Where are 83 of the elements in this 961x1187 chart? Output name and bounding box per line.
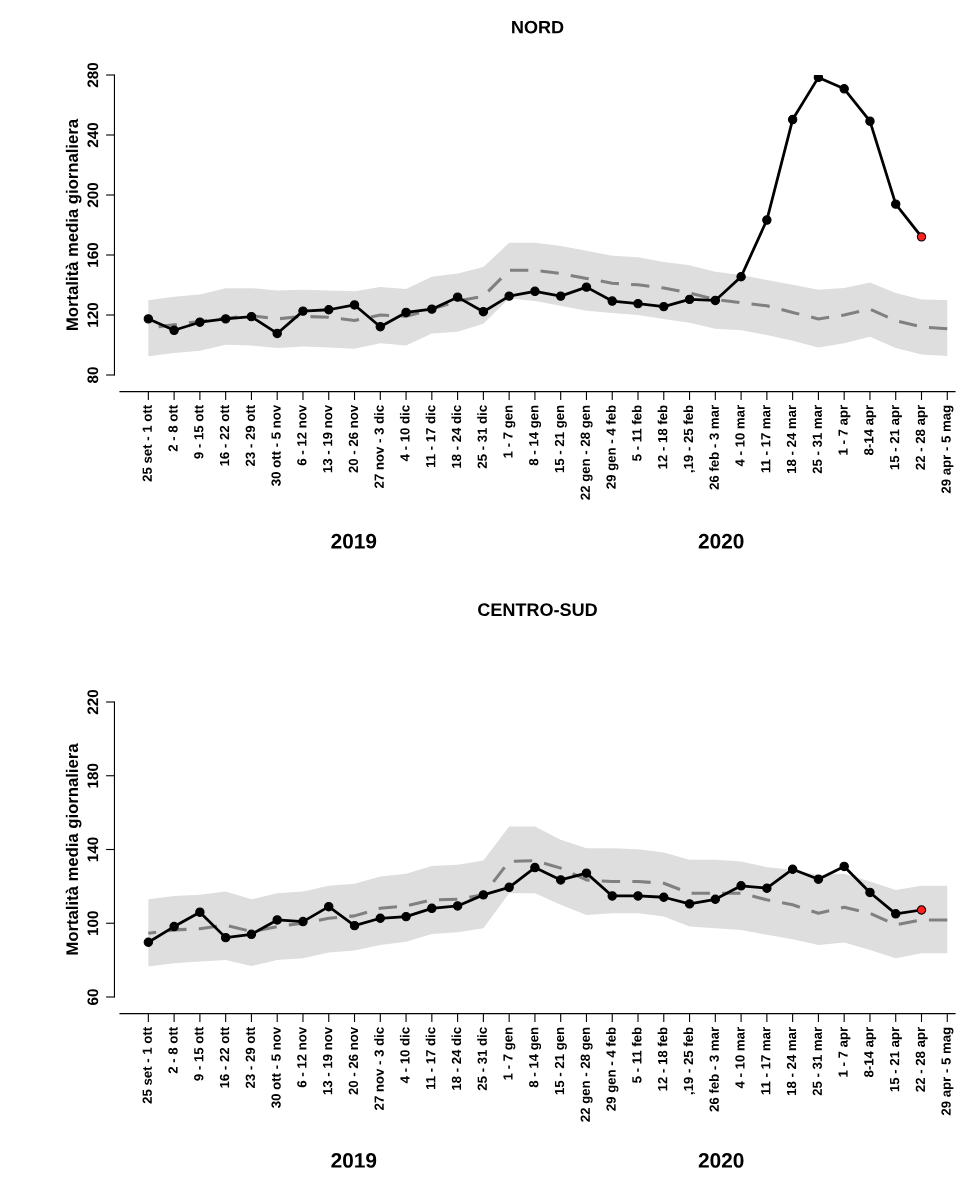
x-tick-label: 11 - 17 mar (761, 1027, 771, 1095)
x-tick-label: 20 - 26 nov (348, 1026, 359, 1095)
text: 2020 (698, 533, 744, 549)
x-tick-label: 11 - 17 dic (425, 405, 436, 468)
x-tick-label: 29 apr - 5 mag (941, 1027, 954, 1116)
x-tick-label: 22 gen - 28 gen (580, 405, 593, 500)
x-tick-label: 12 - 18 feb (657, 1027, 668, 1091)
x-tick-label: 11 - 17 mar (761, 405, 771, 473)
x-tick-label: 18 - 24 mar (786, 405, 797, 473)
y-tick-label: 280 (87, 62, 99, 88)
x-tick-label: 23 - 29 ott (245, 405, 255, 466)
x-tick-label: 22 gen - 28 gen (580, 1027, 593, 1122)
x-tick-label: 15 - 21 apr (889, 1027, 902, 1092)
x-tick-label: 18 - 24 dic (451, 1027, 462, 1090)
text: 2019 (331, 1153, 377, 1168)
x-tick-label: 8 - 14 gen (529, 405, 542, 466)
x-tick-label: 4 - 10 dic (399, 1027, 410, 1084)
x-tick-label: 4 - 10 mar (735, 405, 745, 467)
y-tick-label: 60 (87, 989, 99, 1005)
y-tick-label: 180 (87, 763, 99, 788)
x-tick-label: 8 - 14 gen (529, 1027, 542, 1088)
y-tick-label: 220 (87, 689, 99, 715)
x-tick-label: 6 - 12 nov (297, 1026, 307, 1088)
y-tick-label: 140 (87, 837, 99, 862)
x-tick-label: 1 - 7 gen (503, 405, 516, 458)
x-tick-label: 25 - 31 mar (812, 1027, 822, 1096)
y-tick-label: 240 (87, 122, 99, 148)
x-tick-label: 30 ott - 5 nov (271, 1026, 281, 1108)
x-tick-label: ,19 - 25 feb (683, 1027, 696, 1095)
x-tick-label: 13 - 19 nov (322, 1026, 333, 1095)
y-axis-title: Mortalità media giornaliera (65, 743, 82, 955)
x-tick-label: 27 nov - 3 dic (374, 405, 384, 488)
x-tick-label: 8-14 apr (864, 1027, 877, 1078)
x-tick-label: 22 - 28 apr (915, 405, 928, 470)
x-tick-label: 25 - 31 dic (477, 405, 487, 469)
y-tick-label: 100 (87, 911, 99, 936)
text: 2019 (331, 533, 377, 549)
x-tick-label: 11 - 17 dic (425, 1027, 436, 1090)
x-tick-label: 5 - 11 feb (631, 1027, 642, 1083)
x-tick-label: 15 - 21 apr (889, 405, 902, 470)
x-tick-label: 29 gen - 4 feb (606, 405, 619, 489)
x-tick-label: 16 - 22 ott (219, 1027, 230, 1088)
x-tick-label: 26 feb - 3 mar (709, 405, 719, 490)
x-tick-label: 9 - 15 ott (194, 1027, 204, 1081)
x-tick-label: 29 apr - 5 mag (941, 405, 954, 494)
x-tick-label: 1 - 7 gen (503, 1027, 516, 1080)
x-tick-label: 27 nov - 3 dic (374, 1027, 384, 1110)
y-axis-title: Mortalità media giornaliera (65, 118, 82, 330)
x-tick-label: 18 - 24 mar (786, 1027, 797, 1095)
x-tick-label: 16 - 22 ott (219, 405, 230, 466)
x-tick-label: 18 - 24 dic (451, 405, 462, 468)
y-tick-label: 80 (87, 367, 99, 384)
x-tick-label: 1 - 7 apr (838, 405, 851, 455)
x-tick-label: 9 - 15 ott (194, 405, 204, 459)
x-tick-label: ,19 - 25 feb (683, 405, 696, 473)
x-tick-label: 5 - 11 feb (631, 405, 642, 461)
x-tick-label: 29 gen - 4 feb (606, 1027, 619, 1111)
x-tick-label: 15 - 21 gen (554, 405, 567, 473)
x-tick-label: 8-14 apr (864, 405, 877, 456)
x-tick-label: 26 feb - 3 mar (709, 1027, 719, 1112)
x-tick-label: 12 - 18 feb (657, 405, 668, 469)
chart-title: CENTRO-SUD (478, 603, 597, 617)
x-tick-label: 4 - 10 mar (735, 1027, 745, 1089)
x-tick-label: 13 - 19 nov (322, 404, 333, 473)
x-tick-label: 1 - 7 apr (838, 1027, 851, 1077)
x-tick-label: 25 set - 1 ott (142, 405, 152, 482)
x-tick-label: 4 - 10 dic (399, 405, 410, 462)
x-tick-label: 15 - 21 gen (554, 1027, 567, 1095)
x-tick-label: 25 set - 1 ott (142, 1027, 152, 1104)
x-tick-label: 25 - 31 mar (812, 405, 822, 474)
x-tick-label: 25 - 31 dic (477, 1027, 487, 1091)
text: 2020 (698, 1153, 744, 1168)
x-tick-label: 2 - 8 ott (168, 405, 178, 452)
chart-title: NORD (512, 20, 564, 34)
y-tick-label: 120 (87, 302, 99, 327)
x-tick-label: 6 - 12 nov (297, 404, 307, 466)
x-tick-label: 23 - 29 ott (245, 1027, 255, 1088)
y-tick-label: 200 (87, 182, 99, 208)
y-tick-label: 160 (87, 242, 99, 267)
x-tick-label: 30 ott - 5 nov (271, 404, 281, 486)
x-tick-label: 2 - 8 ott (168, 1027, 178, 1074)
x-tick-label: 22 - 28 apr (915, 1027, 928, 1092)
x-tick-label: 20 - 26 nov (348, 404, 359, 473)
